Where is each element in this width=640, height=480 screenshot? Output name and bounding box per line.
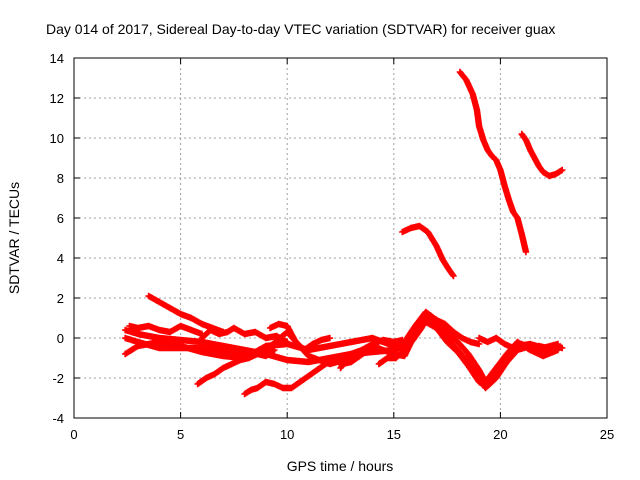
y-tick-label: -2 (52, 371, 64, 386)
x-tick-label: 20 (493, 427, 507, 442)
data-point (475, 340, 483, 348)
y-tick-label: 14 (50, 51, 64, 66)
y-tick-label: 10 (50, 131, 64, 146)
chart-title: Day 014 of 2017, Sidereal Day-to-day VTE… (46, 21, 555, 37)
data-point (450, 272, 457, 280)
plot-frame (73, 57, 608, 419)
data-points (121, 68, 566, 398)
y-tick-label: 4 (57, 251, 64, 266)
x-tick-label: 0 (70, 427, 77, 442)
data-point (559, 166, 566, 174)
data-point (284, 338, 291, 346)
data-point (399, 336, 406, 344)
data-point (522, 248, 530, 256)
y-tick-label: 2 (57, 291, 64, 306)
y-tick-label: 6 (57, 211, 64, 226)
x-tick-label: 15 (387, 427, 401, 442)
y-tick-label: 0 (57, 331, 64, 346)
data-point (271, 346, 278, 354)
y-axis-label: SDTVAR / TECUs (6, 182, 22, 294)
y-tick-label: 8 (57, 171, 64, 186)
grid-lines (74, 58, 607, 418)
axis-ticks: 0 5 10 15 20 25 -4 -2 0 2 4 6 8 10 12 14 (50, 51, 615, 442)
x-tick-label: 25 (600, 427, 614, 442)
y-tick-label: 12 (50, 91, 64, 106)
data-point (559, 344, 566, 352)
x-tick-label: 5 (177, 427, 184, 442)
data-point (326, 334, 334, 342)
x-axis-label: GPS time / hours (287, 458, 394, 474)
y-tick-label: -4 (52, 411, 64, 426)
x-tick-label: 10 (280, 427, 294, 442)
